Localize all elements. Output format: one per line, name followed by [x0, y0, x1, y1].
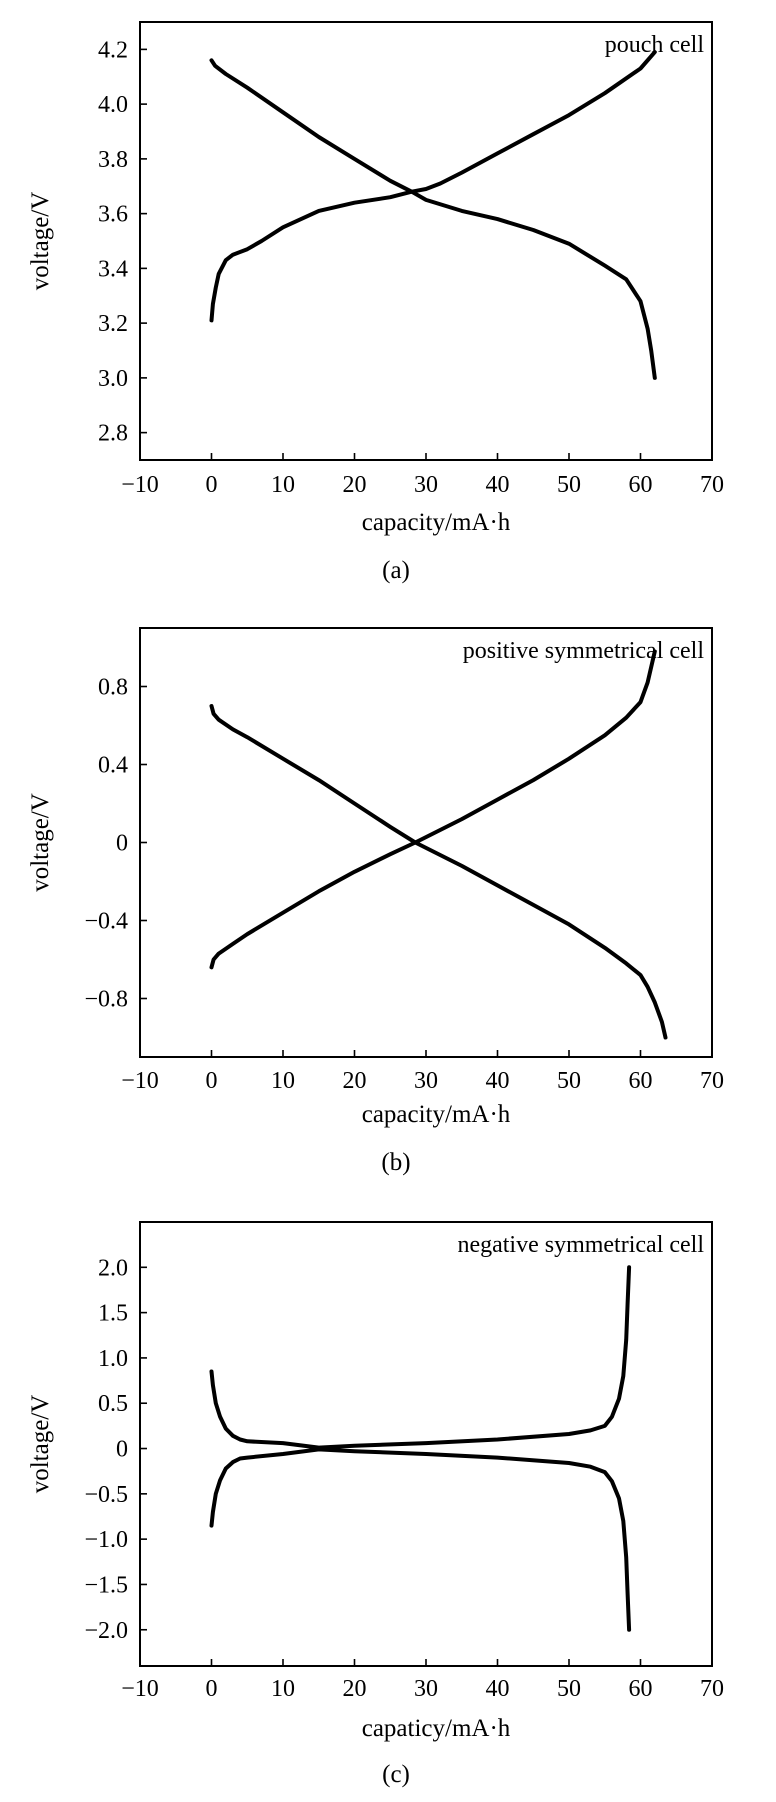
x-tick-label: 0: [206, 472, 218, 498]
panel-label: (b): [381, 1149, 410, 1176]
series-line-2: [209, 704, 668, 1040]
plot-frame: [139, 21, 713, 461]
panel-label: (a): [382, 557, 410, 584]
x-tick-label: 20: [343, 472, 367, 498]
y-tick-label: −0.8: [84, 987, 128, 1013]
y-tick-label: 3.0: [98, 366, 128, 392]
y-tick-label: 0: [116, 831, 128, 857]
x-tick-label: 0: [206, 1676, 218, 1702]
y-axis-label: voltage/V: [27, 1395, 54, 1494]
series-line-1: [209, 649, 657, 970]
y-tick-label: 2.0: [98, 1255, 128, 1281]
y-tick-label: 3.4: [98, 256, 128, 282]
x-tick-label: 60: [629, 472, 653, 498]
annotation-negative-symmetrical-cell: negative symmetrical cell: [457, 1232, 704, 1258]
series-line-1: [209, 50, 657, 323]
y-tick-label: −1.0: [84, 1527, 128, 1553]
x-tick-label: 0: [206, 1068, 218, 1094]
x-tick-label: 30: [414, 1676, 438, 1702]
x-tick-label: 60: [629, 1676, 653, 1702]
x-tick-label: 10: [271, 1676, 295, 1702]
y-tick-label: 3.6: [98, 202, 128, 228]
x-axis-label: capacity/mA·h: [362, 1101, 511, 1128]
x-tick-label: 50: [557, 1068, 581, 1094]
y-axis-label: voltage/V: [27, 793, 54, 892]
chart-panel-1: −10 0 10 20 30 40 50 60 70 2.8 3.0 3.2 3.4 3.6 3.8 4.0 4…: [27, 21, 724, 584]
x-tick-label: 70: [700, 1676, 724, 1702]
x-tick-label: 50: [557, 1676, 581, 1702]
chart-panel-3: −10 0 10 20 30 40 50 60 70 −2.0 −1.5 −1.0 −0.5 0 0.5 1.…: [27, 1221, 724, 1788]
x-tick-label: 10: [271, 1068, 295, 1094]
x-tick-label: −10: [121, 1676, 159, 1702]
x-tick-label: 20: [343, 1068, 367, 1094]
x-tick-label: 20: [343, 1676, 367, 1702]
x-tick-label: 50: [557, 472, 581, 498]
x-tick-label: 40: [486, 472, 510, 498]
x-axis-label: capaticy/mA·h: [362, 1715, 511, 1742]
y-tick-label: 3.8: [98, 147, 128, 173]
y-tick-label: 1.5: [98, 1301, 128, 1327]
y-axis-label: voltage/V: [27, 192, 54, 291]
y-tick-label: 0.5: [98, 1391, 128, 1417]
y-tick-label: 3.2: [98, 311, 128, 337]
x-tick-label: 30: [414, 472, 438, 498]
y-tick-label: 1.0: [98, 1346, 128, 1372]
x-tick-label: 10: [271, 472, 295, 498]
x-tick-label: 70: [700, 1068, 724, 1094]
y-tick-label: −0.5: [84, 1482, 128, 1508]
y-tick-label: −2.0: [84, 1618, 128, 1644]
series-line-2: [209, 58, 657, 380]
annotation-positive-symmetrical-cell: positive symmetrical cell: [463, 638, 705, 664]
y-tick-label: 0.4: [98, 753, 128, 779]
x-tick-label: 40: [486, 1068, 510, 1094]
x-tick-label: 40: [486, 1676, 510, 1702]
chart-panel-2: −10 0 10 20 30 40 50 60 70 −0.8 −0.4 0 0.4 0.8 capacit…: [27, 627, 724, 1176]
y-tick-label: 2.8: [98, 421, 128, 447]
x-tick-label: −10: [121, 1068, 159, 1094]
x-tick-label: 70: [700, 472, 724, 498]
y-tick-label: −1.5: [84, 1572, 128, 1598]
x-tick-label: 30: [414, 1068, 438, 1094]
y-tick-label: 4.2: [98, 37, 128, 63]
series-line-1: [209, 1265, 632, 1450]
x-tick-label: 60: [629, 1068, 653, 1094]
panel-label: (c): [382, 1761, 410, 1788]
plot-frame: [139, 627, 713, 1058]
series-line-2: [209, 1447, 632, 1632]
x-axis-label: capacity/mA·h: [362, 509, 511, 536]
y-tick-label: −0.4: [84, 909, 128, 935]
y-tick-label: 0.8: [98, 675, 128, 701]
y-tick-label: 0: [116, 1437, 128, 1463]
y-tick-label: 4.0: [98, 92, 128, 118]
x-tick-label: −10: [121, 472, 159, 498]
